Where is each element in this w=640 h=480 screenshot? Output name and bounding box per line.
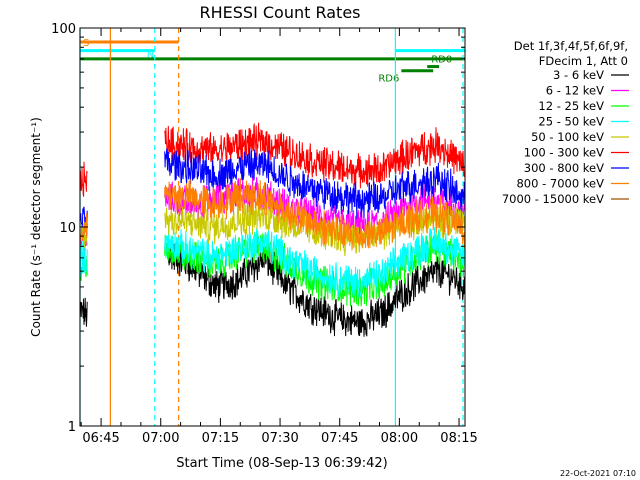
series-line-3 <box>80 240 88 278</box>
series-line-5 <box>80 161 88 197</box>
legend-entry-label: 25 - 50 keV <box>538 115 604 129</box>
y-axis: 1 10 100 <box>51 22 465 435</box>
x-tick-label: 07:45 <box>321 431 358 446</box>
series-line-3 <box>164 227 465 299</box>
x-tick-label: 07:00 <box>142 431 179 446</box>
annotation-label: N <box>147 50 154 61</box>
legend-header-line: Det 1f,3f,4f,5f,6f,9f, <box>514 39 628 53</box>
series-line-5 <box>164 122 465 190</box>
legend-entry-label: 6 - 12 keV <box>546 84 604 98</box>
legend-entry-label: 12 - 25 keV <box>538 99 604 113</box>
y-tick-label: 10 <box>59 221 76 236</box>
y-axis-label: Count Rate (s⁻¹ detector segment⁻¹) <box>29 117 43 337</box>
footer-timestamp: 22-Oct-2021 07:10 <box>560 469 636 478</box>
x-axis-label: Start Time (08-Sep-13 06:39:42) <box>176 456 387 471</box>
legend: Det 1f,3f,4f,5f,6f,9f,FDecim 1, Att 03 -… <box>502 39 629 206</box>
x-tick-label: 07:15 <box>202 431 239 446</box>
x-tick-label: 08:15 <box>440 431 477 446</box>
series-line-7 <box>164 178 465 251</box>
y-tick-label: 100 <box>51 22 76 37</box>
x-tick-label: 07:30 <box>261 431 298 446</box>
x-axis: 06:45 07:00 07:15 07:30 07:45 08:00 08:15 <box>80 28 478 446</box>
annotation-label: S <box>83 38 89 49</box>
legend-entry-label: 800 - 7000 keV <box>516 177 604 191</box>
legend-entry-label: 100 - 300 keV <box>524 146 604 160</box>
annotation-label: RD0 <box>431 55 452 66</box>
legend-entry-label: 300 - 800 keV <box>524 161 604 175</box>
x-tick-label: 06:45 <box>82 431 119 446</box>
series-line-6 <box>164 148 465 219</box>
chart-title: RHESSI Count Rates <box>200 3 361 22</box>
y-tick-label: 1 <box>68 420 76 435</box>
legend-entry-label: 50 - 100 keV <box>531 130 604 144</box>
series-line-0 <box>164 243 465 337</box>
x-tick-label: 08:00 <box>381 431 418 446</box>
series-layer <box>80 122 465 337</box>
legend-entry-label: 3 - 6 keV <box>553 68 604 82</box>
series-line-0 <box>80 297 88 327</box>
annotation-label: RD6 <box>378 74 399 85</box>
legend-entry-label: 7000 - 15000 keV <box>502 192 604 206</box>
legend-header-line: FDecim 1, Att 0 <box>539 54 628 68</box>
